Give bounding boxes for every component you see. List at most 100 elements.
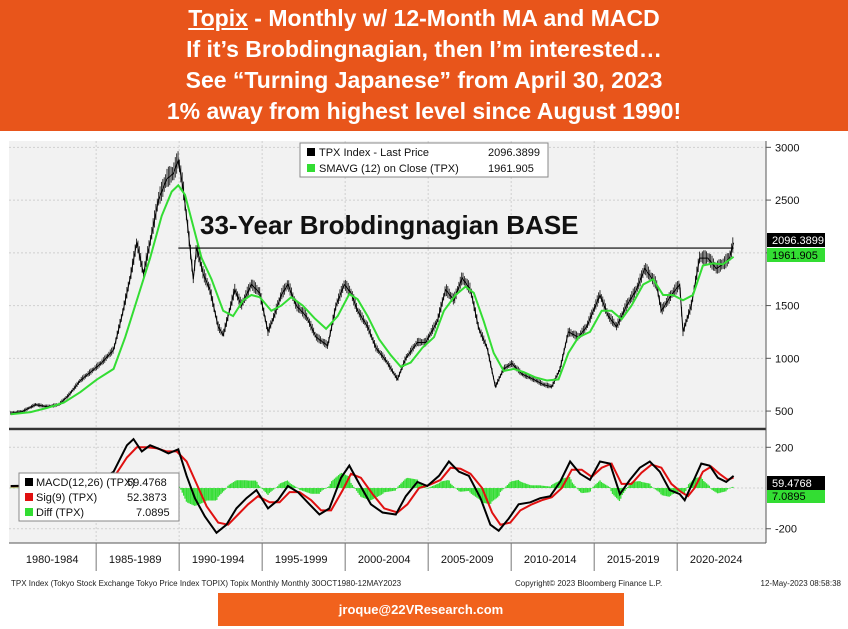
sma-line xyxy=(10,183,735,416)
diff-bar xyxy=(431,486,434,489)
diff-bar xyxy=(526,483,528,489)
diff-bar xyxy=(404,479,406,489)
diff-bar xyxy=(575,487,578,489)
footer-email[interactable]: jroque@22VResearch.com xyxy=(338,602,504,617)
diff-bar xyxy=(483,488,485,503)
diff-bar xyxy=(490,488,492,504)
diff-bar xyxy=(207,488,210,501)
diff-bar xyxy=(532,485,535,489)
diff-bar xyxy=(10,487,12,489)
diff-bar xyxy=(687,484,690,489)
diff-bar xyxy=(636,481,639,489)
topix-link[interactable]: Topix xyxy=(188,5,248,31)
diff-bar xyxy=(642,482,644,489)
diff-bar xyxy=(541,485,543,489)
diff-bar xyxy=(383,488,385,493)
chart-svg: 33-Year Brobdingnagian BASE 500 1000 1500 2… xyxy=(3,131,845,591)
diff-bar xyxy=(499,488,502,493)
diff-bar xyxy=(449,483,452,489)
diff-bar xyxy=(712,488,715,491)
diff-bar xyxy=(272,488,275,490)
diff-bar xyxy=(546,486,549,489)
diff-bar xyxy=(665,488,668,497)
diff-bar xyxy=(589,488,592,492)
diff-bar xyxy=(549,486,551,489)
x-tick-label: 2005-2009 xyxy=(441,554,494,566)
diff-bar xyxy=(394,488,396,491)
diff-bar xyxy=(249,480,251,489)
diff-bar xyxy=(443,480,445,489)
diff-bar xyxy=(497,488,499,498)
diff-bar xyxy=(353,486,355,489)
price-legend: TPX Index - Last Price 2096.3899 SMAVG (… xyxy=(299,142,549,178)
diff-bar xyxy=(458,488,460,492)
diff-bar xyxy=(705,483,708,489)
diff-bar xyxy=(319,488,322,492)
diff-bar xyxy=(523,482,525,489)
diff-bar xyxy=(732,486,734,489)
diff-bar xyxy=(202,488,204,503)
diff-bar xyxy=(723,488,726,492)
diff-bar xyxy=(703,480,705,489)
x-tick-label: 1995-1999 xyxy=(275,554,328,566)
diff-bar xyxy=(596,482,598,489)
diff-bar xyxy=(342,473,344,489)
diff-bar xyxy=(682,488,684,494)
diff-bar xyxy=(332,479,334,489)
diff-bar xyxy=(236,480,239,489)
diff-bar xyxy=(331,481,333,489)
diff-bar xyxy=(715,488,717,493)
diff-bar xyxy=(343,474,345,489)
diff-bar xyxy=(534,485,536,489)
diff-bar xyxy=(402,480,405,489)
timestamp-text: 12-May-2023 08:58:38 xyxy=(761,579,842,588)
diff-bar xyxy=(585,488,587,493)
diff-bar xyxy=(485,488,488,504)
diff-bar xyxy=(577,488,579,490)
diff-bar xyxy=(473,488,475,496)
diff-bar xyxy=(230,483,232,489)
diff-bar xyxy=(279,483,282,489)
diff-last-box xyxy=(767,490,825,503)
diff-bar xyxy=(481,488,484,503)
diff-bar xyxy=(235,480,237,489)
diff-bar xyxy=(336,476,338,489)
diff-bar xyxy=(653,488,655,489)
diff-bar xyxy=(252,480,254,489)
x-tick-label: 1980-1984 xyxy=(26,554,79,566)
diff-bar xyxy=(491,488,493,502)
diff-bar xyxy=(299,488,301,490)
diff-bar xyxy=(515,480,517,489)
diff-bar xyxy=(418,482,420,489)
sma-last-value: 1961.905 xyxy=(772,250,818,262)
diff-bar xyxy=(488,488,491,505)
diff-bar xyxy=(409,478,412,489)
diff-bar xyxy=(598,481,600,489)
diff-bar xyxy=(698,477,701,489)
signal-line xyxy=(10,446,734,526)
x-tick-label: 1985-1989 xyxy=(109,554,162,566)
diff-bar xyxy=(228,484,230,489)
diff-bar xyxy=(530,485,532,489)
diff-bar xyxy=(322,488,325,490)
diff-bar xyxy=(444,480,446,489)
diff-bar xyxy=(593,485,596,489)
diff-bar xyxy=(354,488,356,489)
diff-bar xyxy=(454,487,456,489)
price-last-label: 2096.3899 xyxy=(767,233,825,247)
diff-bar xyxy=(588,488,590,493)
diff-bar xyxy=(573,484,575,489)
diff-bar xyxy=(412,478,414,489)
diff-bar xyxy=(326,487,329,489)
diff-bar xyxy=(667,488,669,497)
macd-tick-label: -200 xyxy=(775,524,797,536)
diff-bar xyxy=(241,480,243,489)
diff-bar xyxy=(498,488,500,496)
diff-bar xyxy=(584,488,586,493)
diff-bar xyxy=(11,487,13,489)
diff-bar xyxy=(714,488,716,492)
diff-bar xyxy=(401,482,403,489)
diff-bar xyxy=(351,484,354,489)
diff-bar xyxy=(570,479,572,489)
diff-bar xyxy=(562,478,564,489)
